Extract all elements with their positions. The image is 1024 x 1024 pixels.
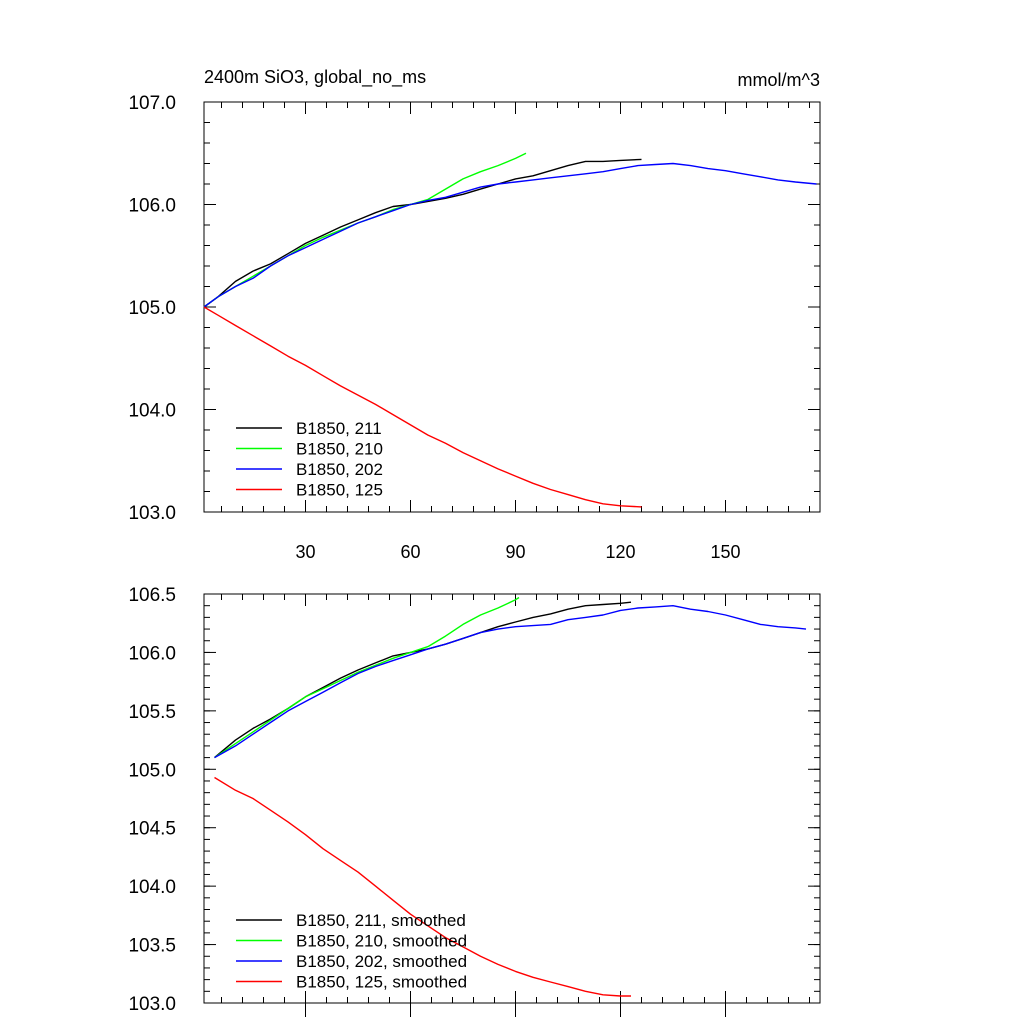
y-tick-label: 106.5: [128, 585, 176, 606]
y-tick-label: 104.0: [128, 877, 176, 898]
y-tick-label: 106.0: [128, 643, 176, 664]
x-tick-label: 120: [605, 542, 635, 562]
legend-label: B1850, 125, smoothed: [296, 973, 467, 992]
series-line: [214, 596, 520, 759]
legend-label: B1850, 202, smoothed: [296, 952, 467, 971]
chart-units: mmol/m^3: [738, 70, 820, 90]
series-line: [214, 601, 632, 759]
top-panel: 30 60 90 120 150 103.0 104.0 105.0 106.0 107.0 B18…: [128, 93, 821, 562]
bottom-panel: 103.0 103.5 104.0 104.5 105.0 105.5 106.0 106.5…: [128, 585, 821, 1017]
legend-label: B1850, 211: [296, 419, 382, 438]
y-tick-label: 107.0: [128, 93, 176, 114]
x-tick-label: 90: [505, 542, 525, 562]
series-line: [203, 306, 642, 508]
y-tick-label: 105.0: [128, 298, 176, 319]
plot-frame: [203, 593, 821, 1004]
series-line: [214, 605, 807, 759]
series-line: [214, 776, 631, 997]
series-line: [203, 162, 817, 308]
y-tick-label: 103.5: [128, 936, 176, 957]
x-tick-label: 60: [400, 542, 420, 562]
series-line: [203, 158, 642, 308]
series-line: [203, 152, 527, 308]
y-tick-label: 105.5: [128, 702, 176, 723]
legend-label: B1850, 125: [296, 481, 383, 500]
chart-title: 2400m SiO3, global_no_ms: [204, 67, 426, 88]
y-tick-label: 105.0: [128, 760, 176, 781]
y-tick-label: 104.5: [128, 819, 176, 840]
y-tick-label: 103.0: [128, 994, 176, 1015]
legend-label: B1850, 210, smoothed: [296, 932, 467, 951]
legend-label: B1850, 210: [296, 440, 383, 459]
legend-label: B1850, 211, smoothed: [296, 911, 466, 930]
y-tick-label: 106.0: [128, 196, 176, 217]
legend-label: B1850, 202: [296, 460, 383, 479]
y-tick-label: 103.0: [128, 503, 176, 524]
y-tick-label: 104.0: [128, 401, 176, 422]
x-tick-label: 30: [295, 542, 315, 562]
x-tick-label: 150: [710, 542, 740, 562]
